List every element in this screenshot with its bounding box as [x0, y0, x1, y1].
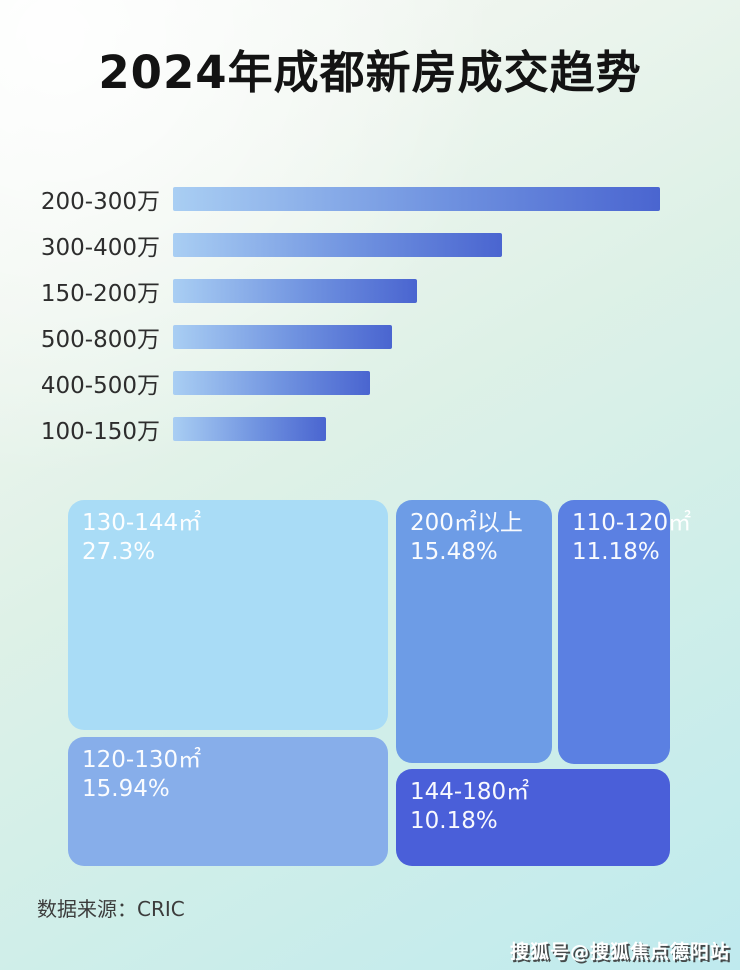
bar-row: 400-500万 — [0, 371, 740, 399]
bar-row: 150-200万 — [0, 279, 740, 307]
bar-track — [173, 279, 660, 303]
bar-track — [173, 325, 660, 349]
bar-track — [173, 371, 660, 395]
bar-category-label: 200-300万 — [40, 189, 160, 215]
treemap-block-label: 200㎡以上 — [410, 510, 523, 536]
page-title: 2024年成都新房成交趋势 — [98, 46, 642, 99]
bar — [173, 371, 371, 395]
bar-track — [173, 187, 660, 211]
bar-row: 300-400万 — [0, 233, 740, 261]
bar-category-label: 500-800万 — [40, 327, 160, 353]
treemap-block: 200㎡以上 15.48% — [396, 500, 552, 763]
treemap-block-value: 15.94% — [82, 776, 170, 803]
treemap-block-value: 15.48% — [410, 539, 498, 566]
bar — [173, 233, 502, 257]
treemap-block-value: 27.3% — [82, 539, 156, 566]
bar-row: 500-800万 — [0, 325, 740, 353]
treemap-block-label: 120-130㎡ — [82, 747, 202, 773]
treemap-block-label: 110-120㎡ — [572, 510, 692, 536]
treemap-block-value: 10.18% — [410, 808, 498, 835]
bar — [173, 279, 417, 303]
treemap-block: 110-120㎡ 11.18% — [558, 500, 692, 764]
treemap-block-value: 11.18% — [572, 539, 660, 566]
bar — [173, 187, 660, 211]
data-source-label: 数据来源：CRIC — [37, 897, 185, 921]
bar-row: 200-300万 — [0, 187, 740, 215]
treemap-block: 120-130㎡ 15.94% — [68, 737, 388, 866]
treemap-block: 130-144㎡ 27.3% — [68, 500, 388, 730]
bar-row: 100-150万 — [0, 417, 740, 445]
bar — [173, 325, 393, 349]
treemap-block-label: 130-144㎡ — [82, 510, 202, 536]
watermark-label: 搜狐号@搜狐焦点德阳站 — [509, 941, 730, 963]
bar-track — [173, 233, 660, 257]
bar-category-label: 300-400万 — [40, 235, 160, 261]
treemap-chart: 130-144㎡ 27.3% 200㎡以上 15.48% 110-120㎡ 11.18% 1… — [61, 493, 692, 873]
bar-category-label: 100-150万 — [40, 419, 160, 445]
bar — [173, 417, 327, 441]
bar-track — [173, 417, 660, 441]
bar-category-label: 400-500万 — [40, 373, 160, 399]
bar-category-label: 150-200万 — [40, 281, 160, 307]
treemap-block-label: 144-180㎡ — [410, 779, 530, 805]
bar-chart: 200-300万 300-400万 150-200万 500-800万 400-500万… — [0, 187, 740, 445]
treemap-block: 144-180㎡ 10.18% — [396, 769, 670, 866]
